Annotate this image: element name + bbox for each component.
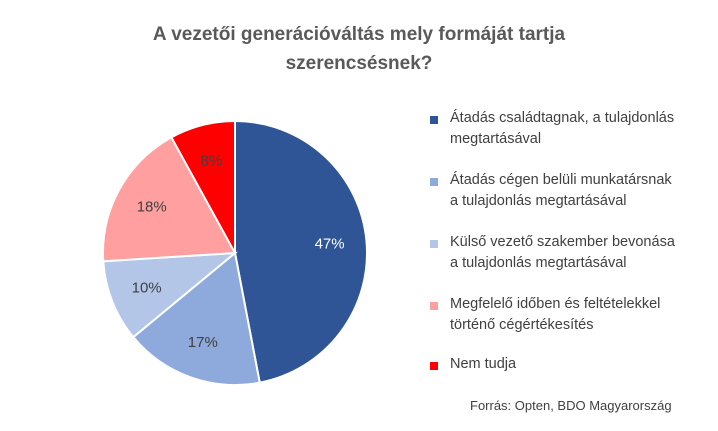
legend-label-line: a tulajdonlás megtartásával [450,255,627,271]
legend-label-line: Megfelelő időben és feltételekkel [450,296,661,312]
chart-title-line-2: szerencsésnek? [285,53,433,74]
legend-label-line: a tulajdonlás megtartásával [450,193,627,209]
legend-label: Nem tudja [450,354,710,375]
pie-slice [102,135,237,263]
legend-label: Külső vezető szakember bevonása a tulajdo… [450,232,710,274]
legend-label: Átadás cégen belüli munkatársnak a tulajd… [450,170,710,212]
pie-slice [131,251,261,386]
pie-slice [234,119,368,384]
legend-label-line: Nem tudja [450,356,517,372]
source-note: Forrás: Opten, BDO Magyarország [470,398,672,413]
pie-data-label: 18% [137,199,167,216]
pie-data-label: 17% [188,334,218,351]
pie-data-label: 8% [201,152,223,169]
chart-title: A vezetői generációváltás mely formáját … [0,20,718,78]
legend-label-line: megtartásával [450,131,542,147]
pie-slice [170,119,236,254]
legend-swatch [430,302,438,310]
legend-swatch [430,362,438,370]
legend-label: Megfelelő időben és feltételekkel történő… [450,294,710,336]
legend-label: Átadás családtagnak, a tulajdonlás megtar… [450,108,710,150]
legend-swatch [430,240,438,248]
legend-swatch [430,178,438,186]
legend-label-line: Külső vezető szakember bevonása [450,234,675,250]
legend-label-line: Átadás cégen belüli munkatársnak [450,172,672,188]
legend-swatch [430,116,438,124]
chart-title-line-1: A vezetői generációváltás mely formáját … [152,24,566,45]
pie-data-label: 10% [132,279,162,296]
legend-label-line: történő cégértékesítés [450,317,594,333]
pie-data-label: 47% [315,236,345,253]
legend-label-line: Átadás családtagnak, a tulajdonlás [450,110,675,126]
pie-data-labels: 47% 17% 10% 18% 8% [132,152,345,350]
pie-slices [102,119,368,386]
pie-slice [102,251,239,339]
